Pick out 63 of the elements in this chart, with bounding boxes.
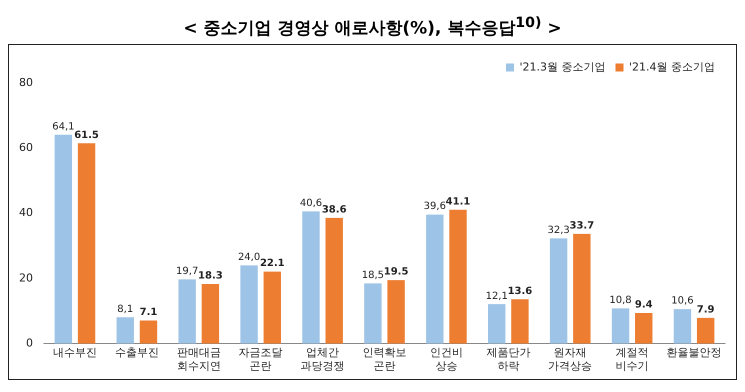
bar xyxy=(426,214,444,344)
data-label: 8,1 xyxy=(117,304,134,315)
bar xyxy=(264,272,281,344)
bar xyxy=(612,308,630,344)
x-tick-label: 수출부진 xyxy=(114,346,159,360)
data-label: 39,6 xyxy=(424,201,446,212)
data-label: 24,0 xyxy=(238,252,260,264)
x-tick-label: 자금조달 곤란 xyxy=(238,346,283,372)
bar xyxy=(116,317,134,344)
data-label: 7.1 xyxy=(140,307,158,318)
x-tick-label: 업체간 과당경쟁 xyxy=(300,346,345,372)
x-tick-label: 원자재 가격상승 xyxy=(548,346,592,372)
data-label: 41.1 xyxy=(446,196,470,208)
bar xyxy=(202,284,220,344)
bar xyxy=(364,283,382,344)
data-label: 64,1 xyxy=(52,121,74,132)
x-tick-label: 제품단가 하락 xyxy=(486,346,530,372)
legend-label: '21.3월 중소기업 xyxy=(519,60,606,74)
data-label: 7.9 xyxy=(696,304,715,316)
data-label: 38.6 xyxy=(322,204,347,216)
x-tick-label: 판매대금 회수지연 xyxy=(176,346,221,372)
bar xyxy=(696,318,714,344)
bar xyxy=(488,304,506,344)
data-label: 12,1 xyxy=(486,290,508,302)
x-tick-label: 내수부진 xyxy=(52,346,97,360)
bar xyxy=(387,280,405,344)
data-label: 10,8 xyxy=(609,295,632,306)
x-tick-label: 환율불안정 xyxy=(666,346,722,360)
x-tick-label: 인건비 상승 xyxy=(430,346,463,372)
data-label: 32,3 xyxy=(547,224,570,236)
y-tick-label: 0 xyxy=(26,336,33,350)
bar xyxy=(449,210,467,344)
y-tick-label: 80 xyxy=(18,76,33,89)
bar xyxy=(178,279,196,344)
data-label: 18.3 xyxy=(198,270,223,282)
bar xyxy=(325,218,343,344)
bar xyxy=(635,312,652,344)
bar xyxy=(302,211,320,344)
data-label: 40,6 xyxy=(300,198,322,209)
data-label: 10,6 xyxy=(671,296,694,307)
y-tick-label: 40 xyxy=(18,206,33,220)
data-label: 61.5 xyxy=(74,130,99,141)
data-label: 19,7 xyxy=(176,266,198,278)
bar xyxy=(573,234,591,344)
bar xyxy=(54,134,72,344)
x-tick-label: 인력확보 곤란 xyxy=(362,346,406,372)
data-label: 9.4 xyxy=(634,300,653,311)
legend-label: '21.4월 중소기업 xyxy=(628,60,716,74)
data-label: 18,5 xyxy=(362,270,384,281)
y-tick-label: 20 xyxy=(18,271,33,284)
bar xyxy=(674,309,692,344)
data-label: 13.6 xyxy=(508,286,532,297)
bar xyxy=(240,265,258,344)
bar xyxy=(78,143,96,344)
chart-title: < 중소기업 경영상 애로사항(%), 복수응답$^{10)}$ > xyxy=(182,14,563,41)
bar xyxy=(140,320,158,344)
bar xyxy=(550,238,568,344)
y-tick-label: 60 xyxy=(18,141,33,154)
data-label: 33.7 xyxy=(569,220,594,232)
data-label: 22.1 xyxy=(260,258,285,270)
x-tick-label: 계절적 비수기 xyxy=(616,346,649,372)
data-label: 19.5 xyxy=(384,266,408,278)
bar xyxy=(511,299,529,344)
